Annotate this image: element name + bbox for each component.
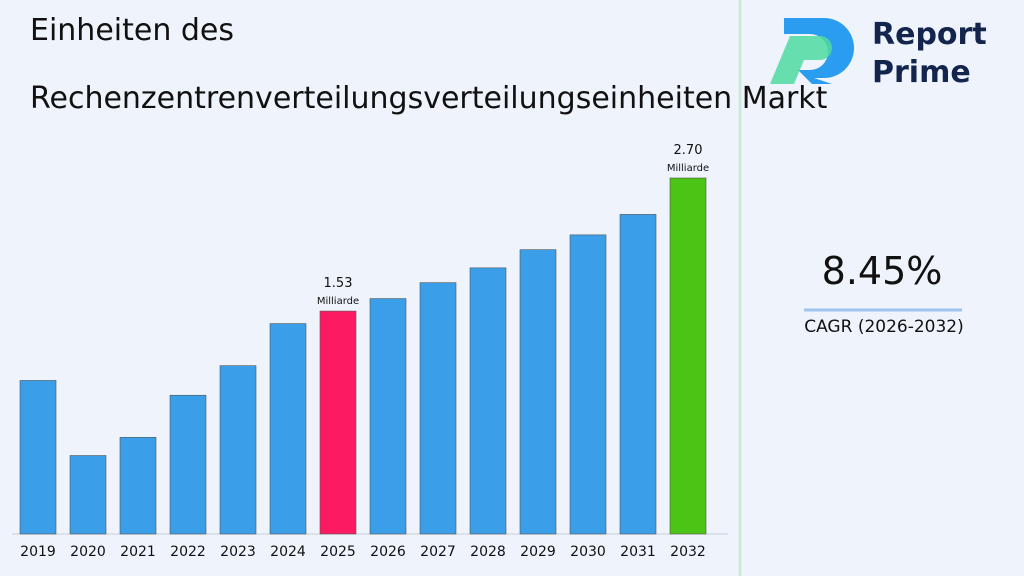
x-tick-label: 2024: [270, 544, 306, 560]
x-tick-label: 2030: [570, 544, 606, 560]
value-unit: Milliarde: [667, 163, 709, 174]
bar: [169, 394, 207, 535]
bar: [219, 365, 257, 535]
bar: [669, 177, 707, 535]
x-tick-label: 2022: [170, 544, 206, 560]
bar: [269, 323, 307, 535]
bar: [469, 267, 507, 535]
x-tick-label: 2028: [470, 544, 506, 560]
logo-mark: [770, 36, 832, 84]
x-tick-label: 2031: [620, 544, 656, 560]
cagr-label: CAGR (2026-2032): [804, 317, 964, 337]
value-unit: Milliarde: [317, 296, 359, 307]
bar: [119, 437, 157, 535]
bar: [519, 249, 557, 535]
value-label: 2.70: [674, 143, 703, 158]
x-tick-label: 2023: [220, 544, 256, 560]
x-tick-label: 2020: [70, 544, 106, 560]
x-tick-label: 2027: [420, 544, 456, 560]
x-tick-label: 2029: [520, 544, 556, 560]
cagr-value: 8.45%: [822, 249, 943, 293]
bar: [19, 380, 57, 535]
bar: [569, 234, 607, 535]
x-tick-label: 2032: [670, 544, 706, 560]
bar: [619, 214, 657, 535]
logo-mark: [784, 18, 854, 84]
bar: [319, 310, 357, 535]
bar: [419, 282, 457, 535]
x-tick-label: 2019: [20, 544, 56, 560]
x-tick-label: 2025: [320, 544, 356, 560]
chart-title: Einheiten des Rechenzentrenverteilungsver…: [30, 13, 828, 116]
x-tick-label: 2021: [120, 544, 156, 560]
value-label: 1.53: [324, 276, 353, 291]
bar: [369, 298, 407, 535]
brand-name: Report: [872, 17, 987, 52]
brand-name: Prime: [872, 55, 971, 90]
x-tick-label: 2026: [370, 544, 406, 560]
bar: [69, 455, 107, 535]
logo: Report Prime: [770, 17, 987, 90]
